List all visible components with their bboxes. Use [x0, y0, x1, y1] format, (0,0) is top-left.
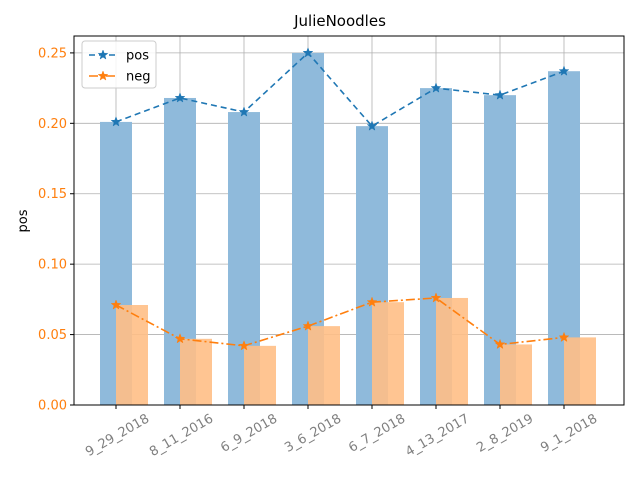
y-tick-label: 0.05 — [38, 328, 67, 343]
point-neg — [494, 338, 506, 350]
x-tick-label: 9_29_2018 — [83, 411, 152, 459]
point-pos — [302, 47, 314, 58]
bar-neg — [564, 337, 596, 405]
point-pos — [430, 82, 442, 93]
bars — [100, 52, 596, 406]
legend-marker — [97, 49, 109, 60]
point-neg — [174, 333, 186, 344]
point-pos — [110, 116, 122, 127]
point-neg — [110, 299, 122, 310]
point-pos — [174, 92, 186, 103]
y-axis: 0.00 0.05 0.10 0.15 0.20 0.25 — [38, 46, 74, 414]
x-tick-label: 2_8_2019 — [474, 411, 536, 455]
bar-neg — [436, 297, 468, 405]
x-tick-label: 3_6_2018 — [282, 411, 344, 455]
point-neg — [430, 292, 442, 303]
x-tick-label: 8_11_2016 — [147, 411, 216, 459]
point-pos — [366, 120, 378, 131]
lines — [110, 47, 570, 351]
y-tick-label: 0.20 — [38, 117, 67, 132]
y-tick-label: 0.10 — [38, 258, 67, 273]
x-tick-label: 6_9_2018 — [218, 411, 280, 455]
x-tick-label: 4_13_2017 — [403, 411, 472, 459]
y-tick-label: 0.25 — [38, 46, 67, 61]
grid — [74, 36, 624, 406]
point-neg — [302, 320, 314, 331]
point-neg — [558, 331, 570, 343]
legend-marker — [97, 70, 109, 81]
point-pos — [494, 89, 506, 100]
point-pos — [238, 106, 250, 117]
bar-neg — [372, 302, 404, 405]
bar-neg — [500, 344, 532, 405]
legend-label: neg — [126, 70, 151, 85]
legend-label: pos — [126, 49, 149, 64]
point-neg — [366, 296, 378, 307]
bar-neg — [308, 326, 340, 405]
y-tick-label: 0.00 — [38, 399, 67, 414]
y-axis-label: pos — [16, 209, 31, 232]
legend: pos neg — [81, 40, 157, 89]
point-neg — [238, 340, 250, 351]
bar-neg — [244, 345, 276, 405]
bar-neg — [116, 305, 148, 405]
x-tick-label: 9_1_2018 — [538, 411, 600, 455]
y-tick-label: 0.15 — [38, 187, 67, 202]
point-pos — [558, 65, 570, 76]
x-tick-label: 6_7_2018 — [346, 411, 408, 455]
bar-neg — [180, 338, 212, 405]
chart-title: JulieNoodles — [293, 12, 386, 30]
plot-frame — [73, 35, 625, 406]
